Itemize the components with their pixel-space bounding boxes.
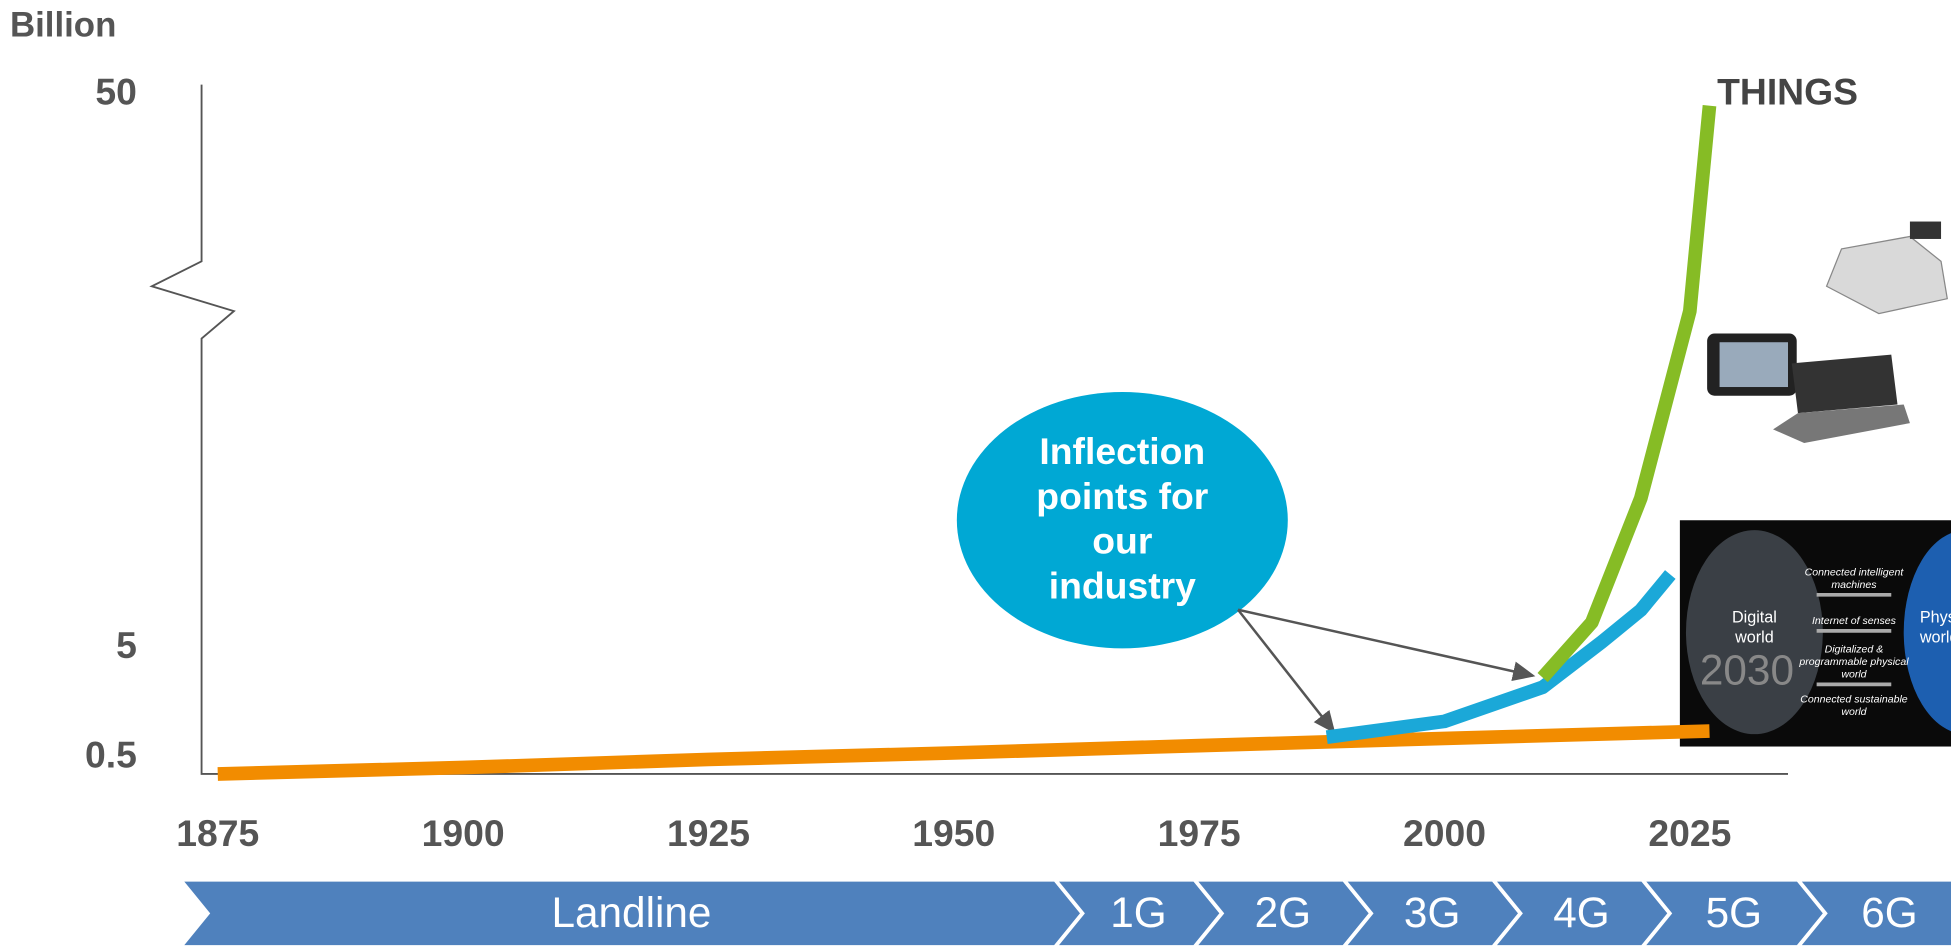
inset-item-line: world	[1841, 706, 1867, 718]
y-axis-label: Billion	[10, 6, 116, 45]
inset-year: 2030	[1700, 646, 1794, 693]
line	[1327, 575, 1671, 738]
inset-label: Physical	[1920, 609, 1951, 627]
annotation-text: Inflection	[1039, 430, 1205, 472]
tablet-screen	[1720, 342, 1788, 387]
series-label: THINGS	[1717, 70, 1858, 112]
generation-label: 5G	[1706, 889, 1762, 936]
devices	[1707, 222, 1947, 443]
generation-label: 3G	[1404, 889, 1460, 936]
line	[218, 731, 1710, 774]
y-tick-label: 5	[116, 624, 137, 666]
annotation-text: points for	[1036, 475, 1208, 517]
x-tick-label: 2000	[1403, 812, 1486, 854]
x-tick-label: 1950	[912, 812, 995, 854]
generation-label: 1G	[1110, 889, 1166, 936]
cash-register	[1827, 236, 1948, 313]
inset-item-line: Connected sustainable	[1800, 693, 1908, 705]
y-tick-label: 0.5	[85, 734, 137, 776]
inset-item-line: Connected intelligent	[1805, 566, 1905, 578]
inset-item-line: programmable physical	[1798, 656, 1909, 668]
x-tick-label: 1925	[667, 812, 750, 854]
inset-label: world	[1919, 629, 1951, 647]
annotation-text: our	[1092, 520, 1152, 562]
inset-item-line: world	[1841, 668, 1867, 680]
generation-label: 2G	[1255, 889, 1311, 936]
inset: Digitalworld2030PhysicalworldConnected i…	[1680, 520, 1951, 746]
inset-item-line: machines	[1831, 579, 1877, 591]
inset-item-line: Digitalized &	[1825, 643, 1884, 655]
chart: Billion Inflectionpoints forourindustry …	[0, 0, 1951, 947]
inset-label: Digital	[1732, 609, 1777, 627]
x-tick-label: 2025	[1648, 812, 1731, 854]
x-tick-label: 1875	[176, 812, 259, 854]
cash-register-display	[1910, 222, 1941, 239]
generations: Landline 1G 2G 3G 4G 5G 6G	[180, 880, 1951, 947]
inset-label: world	[1734, 629, 1774, 647]
annotation-text: industry	[1049, 564, 1196, 606]
laptop-screen	[1792, 355, 1898, 413]
x-tick-label: 1900	[422, 812, 505, 854]
inset-item-line: Internet of senses	[1812, 615, 1897, 627]
page: {"chart_data": { "type": "line", "y_axis…	[0, 0, 1951, 947]
laptop-base	[1773, 404, 1910, 443]
y-tick-label: 50	[95, 70, 137, 112]
generation-label: 4G	[1553, 889, 1609, 936]
x-tick-label: 1975	[1158, 812, 1241, 854]
inset-item: Internet of senses	[1812, 615, 1897, 627]
generation-label: 6G	[1861, 889, 1917, 936]
generation-label: Landline	[551, 889, 711, 936]
